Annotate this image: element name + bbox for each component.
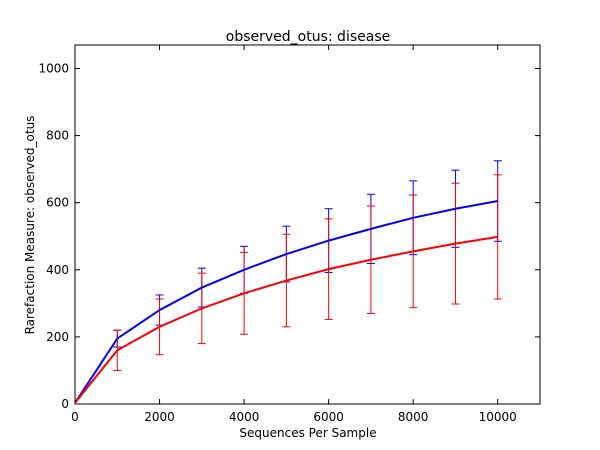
x-tick-label: 4000: [229, 410, 260, 424]
x-tick-label: 2000: [144, 410, 175, 424]
plot-frame: [74, 44, 541, 405]
series-line-1: [74, 200, 498, 403]
x-tick-label: 8000: [398, 410, 429, 424]
y-tick-label: 0: [61, 397, 69, 411]
axis-ticks: 0 2000 4000 6000 8000 10000 0 200 400 600 800 1000: [38, 45, 540, 424]
y-tick-label: 200: [46, 330, 69, 344]
x-axis-label: Sequences Per Sample: [239, 426, 376, 440]
series-2: [113, 174, 502, 371]
series-line-2: [74, 235, 498, 403]
x-tick-label: 6000: [313, 410, 344, 424]
y-tick-label: 800: [46, 129, 69, 143]
y-tick-label: 400: [46, 263, 69, 277]
x-tick-label: 0: [71, 410, 79, 424]
y-tick-label: 600: [46, 196, 69, 210]
x-tick-label: 10000: [479, 410, 517, 424]
y-tick-label: 1000: [38, 61, 69, 75]
series-1: [113, 160, 502, 348]
chart-title: observed_otus: disease: [226, 29, 390, 45]
plot-area: [74, 160, 502, 403]
y-axis-label: Rarefaction Measure: observed_otus: [23, 116, 37, 335]
